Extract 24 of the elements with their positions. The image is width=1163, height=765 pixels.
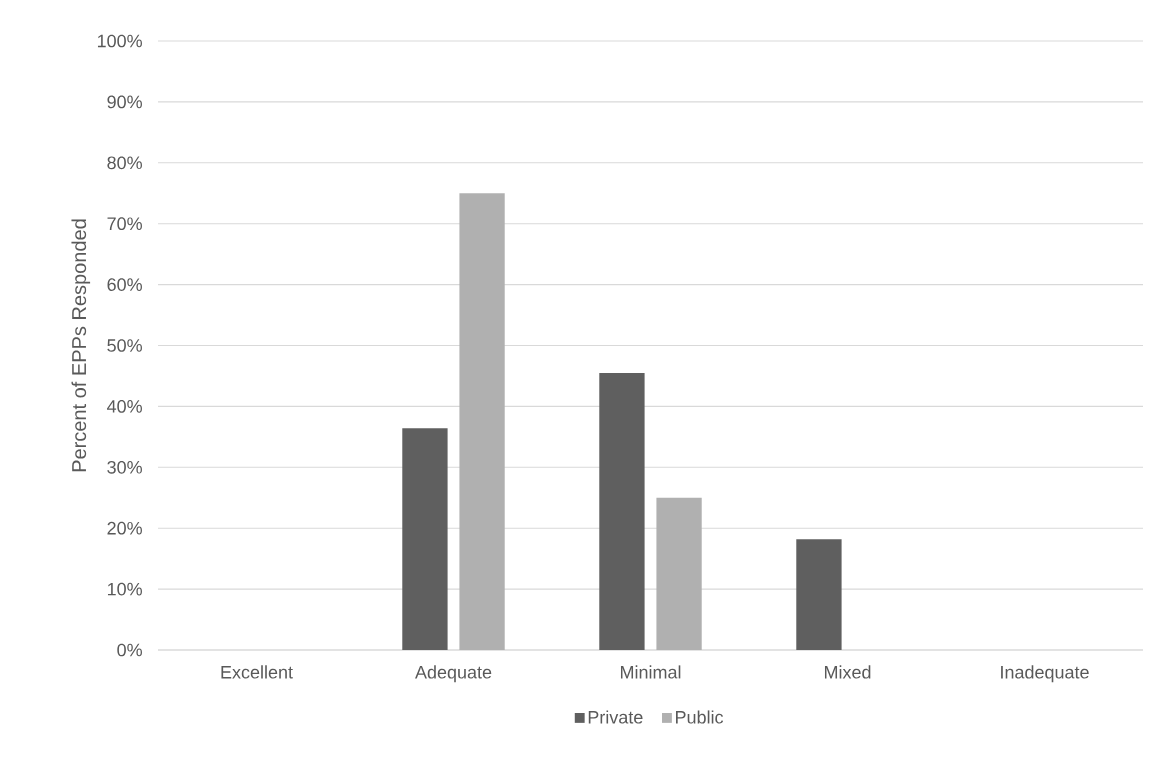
y-tick-label: 80% [107,156,142,170]
x-tick-label: Adequate [415,665,492,683]
legend-label: Public [676,710,724,724]
x-tick-label: Mixed [824,665,871,679]
y-tick-label: 100% [97,34,142,48]
x-tick-label: Minimal [620,665,681,679]
y-axis-title: Percent of EPPs Responded [71,219,91,472]
bar [599,372,645,650]
bar [402,428,448,650]
bar [796,539,842,650]
y-tick-label: 30% [107,460,142,474]
x-tick-label: Excellent [221,665,293,679]
legend-label: Private [588,710,643,724]
x-tick-label: Inadequate [1001,665,1089,683]
bar [656,497,702,650]
y-tick-label: 0% [117,643,142,657]
y-tick-label: 50% [107,339,142,352]
y-tick-label: 60% [107,278,142,291]
y-tick-label: 40% [107,400,142,413]
y-tick-label: 70% [107,217,142,231]
y-tick-label: 90% [107,95,142,109]
y-tick-label: 10% [107,582,142,596]
bar [459,193,505,650]
y-tick-label: 20% [107,521,142,535]
